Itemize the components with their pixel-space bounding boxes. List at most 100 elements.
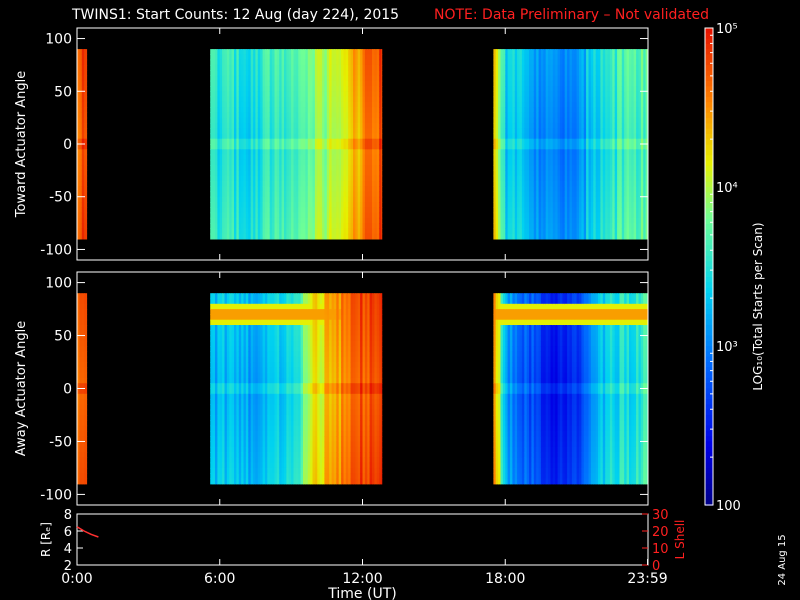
heatmap-cell bbox=[231, 54, 235, 61]
heatmap-cell bbox=[343, 196, 347, 203]
heatmap-cell bbox=[79, 207, 83, 214]
heatmap-cell bbox=[286, 86, 290, 92]
heatmap-cell bbox=[229, 217, 233, 224]
heatmap-cell bbox=[243, 64, 247, 71]
heatmap-cell bbox=[234, 75, 237, 82]
heatmap-cell bbox=[305, 175, 309, 182]
heatmap-cell bbox=[272, 117, 276, 124]
heatmap-cell bbox=[507, 128, 511, 135]
heatmap-cell bbox=[79, 49, 83, 55]
heatmap-cell bbox=[219, 217, 223, 224]
heatmap-cell bbox=[241, 80, 245, 87]
heatmap-cell bbox=[250, 112, 254, 119]
heatmap-cell bbox=[507, 165, 511, 171]
heatmap-cell bbox=[276, 170, 280, 177]
heatmap-cell bbox=[493, 196, 497, 203]
heatmap-cell bbox=[369, 112, 373, 119]
heatmap-cell bbox=[215, 154, 218, 161]
heatmap-cell bbox=[319, 59, 323, 66]
heatmap-cell bbox=[265, 70, 268, 77]
heatmap-cell bbox=[234, 223, 237, 229]
heatmap-cell bbox=[312, 207, 316, 214]
heatmap-cell bbox=[229, 54, 233, 61]
heatmap-cell bbox=[367, 112, 371, 119]
heatmap-cell bbox=[493, 117, 497, 124]
heatmap-cell bbox=[338, 233, 342, 240]
heatmap-cell bbox=[319, 54, 323, 61]
heatmap-cell bbox=[241, 138, 245, 145]
heatmap-cell bbox=[274, 101, 278, 108]
heatmap-cell bbox=[269, 112, 273, 119]
heatmap-cell bbox=[255, 70, 259, 77]
heatmap-cell bbox=[212, 144, 216, 150]
heatmap-cell bbox=[253, 223, 257, 229]
heatmap-cell bbox=[272, 165, 276, 171]
heatmap-cell bbox=[81, 180, 85, 187]
heatmap-cell bbox=[255, 101, 259, 108]
heatmap-cell bbox=[236, 223, 240, 229]
heatmap-cell bbox=[343, 191, 347, 198]
heatmap-cell bbox=[338, 180, 342, 187]
heatmap-cell bbox=[236, 86, 240, 92]
heatmap-cell bbox=[248, 80, 252, 87]
heatmap-cell bbox=[379, 154, 383, 161]
heatmap-cell bbox=[81, 170, 85, 177]
heatmap-cell bbox=[333, 165, 337, 171]
heatmap-cell bbox=[267, 191, 271, 198]
heatmap-cell bbox=[312, 154, 316, 161]
heatmap-cell bbox=[512, 233, 516, 240]
heatmap-cell bbox=[362, 233, 366, 240]
heatmap-cell bbox=[274, 128, 278, 135]
heatmap-cell bbox=[84, 186, 88, 193]
heatmap-cell bbox=[507, 207, 511, 214]
heatmap-cell bbox=[81, 101, 85, 108]
heatmap-cell bbox=[364, 223, 368, 229]
heatmap-cell bbox=[253, 138, 257, 145]
heatmap-cell bbox=[210, 101, 214, 108]
heatmap-cell bbox=[303, 202, 306, 208]
heatmap-cell bbox=[284, 122, 287, 129]
heatmap-cell bbox=[338, 107, 342, 113]
heatmap-cell bbox=[493, 101, 497, 108]
heatmap-cell bbox=[319, 175, 323, 182]
heatmap-cell bbox=[243, 170, 247, 177]
heatmap-cell bbox=[212, 233, 216, 240]
heatmap-cell bbox=[343, 165, 347, 171]
heatmap-cell bbox=[338, 223, 342, 229]
heatmap-cell bbox=[77, 186, 80, 193]
heatmap-cell bbox=[350, 207, 354, 214]
heatmap-cell bbox=[322, 223, 326, 229]
heatmap-cell bbox=[250, 54, 254, 61]
heatmap-cell bbox=[272, 207, 276, 214]
heatmap-cell bbox=[369, 217, 373, 224]
heatmap-cell bbox=[329, 112, 333, 119]
heatmap-cell bbox=[348, 223, 352, 229]
heatmap-cell bbox=[329, 64, 333, 71]
heatmap-cell bbox=[286, 202, 290, 208]
heatmap-cell bbox=[326, 101, 330, 108]
heatmap-cell bbox=[222, 133, 226, 140]
heatmap-cell bbox=[376, 64, 380, 71]
heatmap-cell bbox=[495, 144, 499, 150]
heatmap-cell bbox=[505, 107, 509, 113]
heatmap-cell bbox=[345, 228, 349, 235]
heatmap-cell bbox=[348, 128, 352, 135]
heatmap-cell bbox=[329, 80, 333, 87]
heatmap-cell bbox=[369, 212, 373, 219]
heatmap-cell bbox=[324, 175, 328, 182]
heatmap-cell bbox=[231, 233, 235, 240]
heatmap-cell bbox=[276, 207, 280, 214]
heatmap-cell bbox=[217, 149, 221, 156]
heatmap-cell bbox=[284, 101, 287, 108]
heatmap-cell bbox=[262, 112, 266, 119]
heatmap-cell bbox=[219, 133, 223, 140]
heatmap-cell bbox=[291, 49, 295, 55]
heatmap-cell bbox=[236, 133, 240, 140]
heatmap-cell bbox=[262, 159, 266, 166]
heatmap-cell bbox=[215, 96, 218, 103]
heatmap-cell bbox=[224, 233, 228, 240]
heatmap-cell bbox=[231, 133, 235, 140]
heatmap-cell bbox=[295, 233, 299, 240]
heatmap-cell bbox=[229, 186, 233, 193]
heatmap-cell bbox=[81, 191, 85, 198]
